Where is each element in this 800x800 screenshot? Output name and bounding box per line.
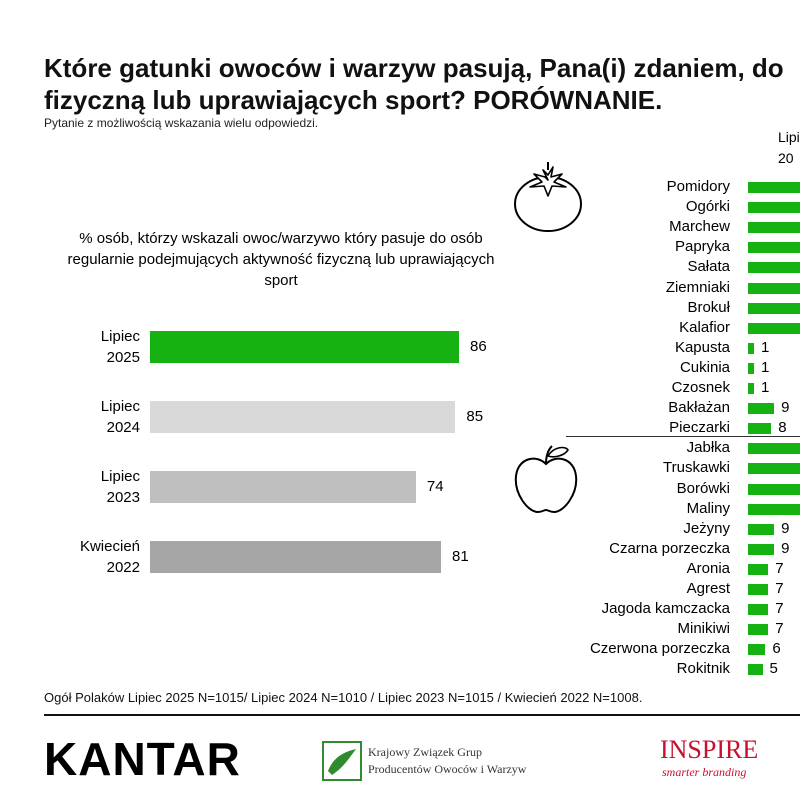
category-label: Ziemniaki [665,278,730,296]
comparison-bar [150,541,442,573]
category-label: Agrest [686,580,730,597]
category-label: Czerwona porzeczka [589,640,730,658]
category-label: Cukinia [679,358,730,376]
category-bar [748,302,800,314]
comparison-value: 81 [452,548,469,565]
category-value: 1 [761,379,770,396]
category-value: 7 [775,580,784,597]
footnote: Ogół Polaków Lipiec 2025 N=1015/ Lipiec … [44,690,643,705]
category-value: 9 [781,539,790,557]
category-label: Jabłka [686,439,730,457]
category-label: Czosnek [671,379,730,396]
kzgppow-logo-text: Krajowy Związek Grup Producentów Owoców … [368,744,526,778]
subtitle: Pytanie z możliwością wskazania wielu od… [44,116,319,130]
category-label: Sałata [687,258,730,276]
category-bar [748,644,766,656]
category-bar [748,282,800,294]
category-bar [748,403,775,415]
category-bar [748,523,775,535]
comparison-value: 86 [470,338,487,355]
category-label: Maliny [686,499,730,517]
title-line-2: fizyczną lub uprawiających sport? PORÓWN… [44,85,663,115]
tomato-icon [514,162,582,232]
period-label: Kwiecień 2022 [79,538,140,576]
inspire-logo: INSPIRE [660,735,759,764]
category-label: Pieczarki [669,419,730,437]
category-value: 1 [761,358,770,376]
category-bar [748,584,769,595]
category-bar [748,664,763,676]
period-label: Lipiec 2023 [100,468,140,506]
kzgppow-line-1: Krajowy Związek Grup [368,745,482,759]
category-value: 8 [778,419,787,437]
category-label: Kalafior [679,318,730,336]
comparison-bar [150,331,459,363]
category-value: 9 [781,399,790,417]
category-bar [748,463,800,475]
comparison-bar [150,471,416,503]
category-bar [748,543,775,555]
category-value: 7 [775,620,784,638]
category-bar [748,342,754,354]
category-bar [748,483,800,495]
category-value: 7 [775,559,784,577]
category-label: Brokuł [687,298,730,316]
category-value: 5 [769,660,778,678]
group-divider [566,436,800,437]
category-label: Jagoda kamczacka [601,600,730,618]
category-bar [748,383,754,394]
inspire-tagline: smarter branding [662,765,747,779]
category-bar [748,202,800,214]
category-bar [748,563,769,575]
period-label: Lipiec 2024 [100,398,140,436]
category-label: Borówki [676,479,730,497]
category-bar [748,222,800,234]
kzgppow-line-2: Producentów Owoców i Warzyw [368,762,527,776]
category-bar [748,624,769,636]
left-chart-note: % osób, którzy wskazali owoc/warzywo któ… [67,230,495,289]
category-label: Marchew [669,218,730,236]
category-label: Ogórki [685,198,730,216]
category-label: Minikiwi [677,620,731,638]
category-label: Rokitnik [676,660,730,678]
category-label: Truskawki [663,459,730,477]
category-bar [748,242,800,254]
title-line-1: Które gatunki owoców i warzyw pasują, Pa… [44,53,784,83]
category-bar [748,604,769,616]
category-bar [748,182,800,193]
category-bar [748,423,772,435]
apple-icon [514,445,578,514]
comparison-value: 74 [426,478,444,495]
category-label: Bakłażan [668,399,730,417]
category-bar [748,262,800,274]
category-label: Aronia [686,559,730,577]
category-value: 9 [781,519,790,537]
comparison-value: 85 [466,408,484,425]
category-label: Papryka [674,238,730,256]
category-bar [748,443,800,455]
footer-rule [44,714,800,716]
category-label: Czarna porzeczka [609,539,730,557]
right-column-header: Lipi 20 [778,129,800,166]
kantar-logo: KANTAR [44,733,241,785]
period-label: Lipiec 2025 [100,328,140,366]
category-bar [748,503,800,515]
category-value: 7 [775,600,784,618]
page-title: Które gatunki owoców i warzyw pasują, Pa… [44,52,800,116]
category-label: Kapusta [674,338,730,356]
category-label: Jeżyny [683,519,730,537]
category-label: Pomidory [666,178,730,195]
category-value: 6 [772,640,781,658]
comparison-bar [150,401,456,433]
category-bar [748,322,800,334]
kzgppow-logo-icon [322,741,362,781]
category-bar [748,362,754,374]
category-value: 1 [761,338,770,356]
